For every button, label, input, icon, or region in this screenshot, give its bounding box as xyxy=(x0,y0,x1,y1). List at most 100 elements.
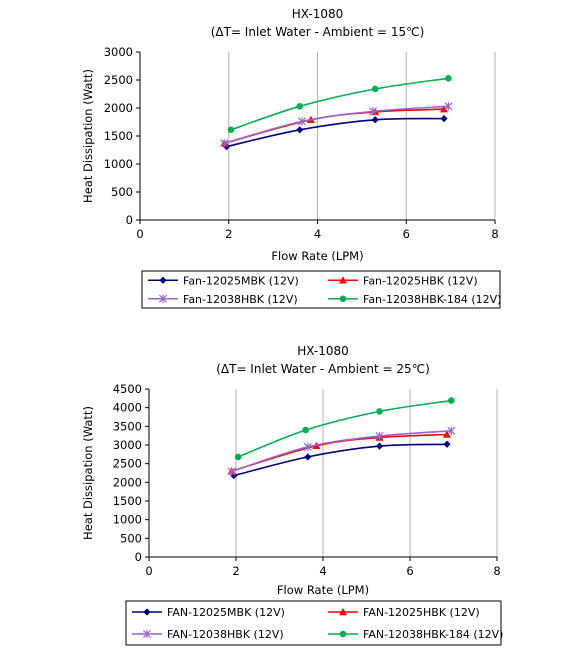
y-tick-label: 4000 xyxy=(113,401,142,415)
legend: Fan-12025MBK (12V) Fan-12025HBK (12V) Fan-… xyxy=(141,270,501,309)
legend-marker xyxy=(158,294,168,303)
data-point xyxy=(227,126,235,134)
series-4 xyxy=(227,75,452,134)
y-tick-label: 1500 xyxy=(104,129,133,143)
data-point xyxy=(303,442,312,452)
y-tick-label: 3500 xyxy=(113,419,142,433)
y-tick-label: 3000 xyxy=(113,438,142,452)
series-1 xyxy=(222,115,448,151)
data-point xyxy=(444,102,453,111)
y-axis-label: Heat Dissipation (Watt) xyxy=(81,406,95,540)
data-point xyxy=(445,75,452,82)
legend-marker xyxy=(159,276,167,284)
data-point xyxy=(371,85,379,93)
legend-item: Fan-12038HBK-184 (12V) xyxy=(328,293,501,306)
series-3 xyxy=(220,102,453,148)
series-line xyxy=(223,105,450,145)
series-line xyxy=(230,433,448,472)
data-point xyxy=(368,107,377,116)
x-tick-label: 6 xyxy=(406,564,413,578)
legend-marker xyxy=(339,295,347,303)
series-3 xyxy=(227,426,456,476)
data-point xyxy=(442,430,451,438)
data-point xyxy=(443,440,451,448)
y-tick-label: 500 xyxy=(111,185,133,199)
legend-marker xyxy=(339,608,347,616)
data-point xyxy=(447,426,456,436)
legend-box xyxy=(125,600,502,646)
y-tick-label: 2500 xyxy=(104,73,133,87)
series-line xyxy=(237,399,453,458)
y-tick-label: 1000 xyxy=(113,513,142,527)
data-point xyxy=(448,397,455,404)
y-tick-label: 4500 xyxy=(113,382,142,396)
legend-label: FAN-12038HBK-184 (12V) xyxy=(363,628,503,641)
legend-label: Fan-12025HBK (12V) xyxy=(363,274,478,287)
y-tick-label: 2000 xyxy=(113,475,142,489)
x-tick-label: 8 xyxy=(491,227,498,241)
legend-label: Fan-12025MBK (12V) xyxy=(183,274,299,287)
data-point xyxy=(302,426,309,434)
legend-label: FAN-12025MBK (12V) xyxy=(167,606,285,619)
y-tick-label: 1500 xyxy=(113,494,142,508)
x-tick-label: 4 xyxy=(314,227,321,241)
legend-item: FAN-12025MBK (12V) xyxy=(132,606,285,619)
y-tick-label: 2000 xyxy=(104,101,133,115)
chart-1: HX-1080 (ΔT= Inlet Water - Ambient = 15℃)… xyxy=(81,7,501,309)
y-tick-label: 1000 xyxy=(104,157,133,171)
legend-item: FAN-12025HBK (12V) xyxy=(328,606,480,619)
data-point xyxy=(296,126,304,134)
series-1 xyxy=(230,440,451,480)
x-tick-label: 2 xyxy=(232,564,239,578)
y-tick-label: 2500 xyxy=(113,457,142,471)
legend-item: FAN-12038HBK (12V) xyxy=(132,628,284,641)
data-point xyxy=(227,467,236,476)
y-tick-label: 500 xyxy=(120,531,142,545)
legend-label: FAN-12038HBK (12V) xyxy=(167,628,284,641)
chart-2: HX-1080 (ΔT= Inlet Water - Ambient = 25℃)… xyxy=(81,344,503,646)
y-axis-label: Heat Dissipation (Watt) xyxy=(81,69,95,203)
x-tick-label: 6 xyxy=(403,227,410,241)
legend-item: Fan-12025MBK (12V) xyxy=(148,274,299,287)
data-point xyxy=(375,442,384,450)
x-axis-label: Flow Rate (LPM) xyxy=(277,583,369,597)
series-line xyxy=(230,77,450,131)
data-point xyxy=(376,408,383,415)
data-point xyxy=(375,431,384,441)
x-tick-label: 8 xyxy=(493,564,500,578)
legend-item: FAN-12038HBK-184 (12V) xyxy=(328,628,503,641)
data-point xyxy=(371,116,379,124)
data-point xyxy=(297,117,306,126)
data-point xyxy=(440,115,448,123)
data-point xyxy=(234,453,242,461)
y-tick-label: 0 xyxy=(135,550,142,564)
data-point xyxy=(304,453,312,461)
legend: FAN-12025MBK (12V) FAN-12025HBK (12V) FAN-… xyxy=(125,600,503,646)
data-point xyxy=(220,139,229,148)
x-tick-label: 4 xyxy=(319,564,326,578)
y-tick-label: 3000 xyxy=(104,45,133,59)
legend-item: Fan-12038HBK (12V) xyxy=(148,293,298,306)
legend-marker xyxy=(143,608,151,616)
y-tick-label: 0 xyxy=(126,213,133,227)
chart-title: HX-1080 xyxy=(292,7,344,21)
series-line xyxy=(230,430,453,473)
legend-label: Fan-12038HBK-184 (12V) xyxy=(363,293,501,306)
data-point xyxy=(296,103,304,110)
chart-subtitle: (ΔT= Inlet Water - Ambient = 15℃) xyxy=(211,25,425,39)
series-4 xyxy=(234,397,455,461)
x-tick-label: 0 xyxy=(145,564,152,578)
legend-marker xyxy=(339,276,347,284)
x-tick-label: 2 xyxy=(225,227,232,241)
data-point xyxy=(439,105,448,113)
series-line xyxy=(223,108,445,145)
legend-label: Fan-12038HBK (12V) xyxy=(183,293,298,306)
series-line xyxy=(225,117,445,148)
x-axis-label: Flow Rate (LPM) xyxy=(271,249,363,263)
legend-marker xyxy=(142,629,152,639)
legend-box xyxy=(141,270,501,309)
legend-label: FAN-12025HBK (12V) xyxy=(363,606,480,619)
chart-title: HX-1080 xyxy=(297,344,349,358)
x-tick-label: 0 xyxy=(136,227,143,241)
